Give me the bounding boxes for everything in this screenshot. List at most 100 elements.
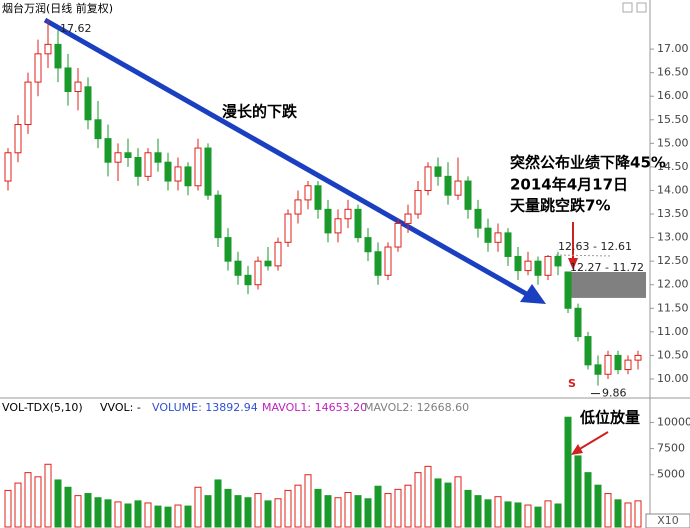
- candle-body: [4, 152, 12, 182]
- legend-entry: MAVOL1: 14653.20: [262, 401, 367, 414]
- volume-bar: [44, 463, 52, 528]
- volume-bar: [54, 479, 62, 528]
- window-button[interactable]: [636, 2, 647, 13]
- candle-body: [624, 359, 632, 371]
- volume-bar: [14, 482, 22, 528]
- volume-bar: [574, 455, 582, 528]
- candle-body: [634, 354, 642, 361]
- y-tick-label: 14.50: [657, 160, 689, 173]
- y-tick-label: 11.00: [657, 325, 689, 338]
- volume-bar: [304, 474, 312, 528]
- chart-title: 烟台万润(日线 前复权): [2, 1, 113, 15]
- gap-box: [566, 272, 646, 298]
- volume-bar: [334, 497, 342, 528]
- y-tick-label: 13.00: [657, 231, 689, 244]
- volume-bar: [544, 500, 552, 528]
- candle-body: [274, 241, 282, 267]
- volume-bar: [104, 499, 112, 528]
- volume-bar: [114, 501, 122, 528]
- candle-body: [424, 166, 432, 191]
- candle-body: [64, 67, 72, 93]
- candle-body: [514, 255, 522, 272]
- annotation: 低位放量: [579, 409, 640, 427]
- candle-body: [574, 307, 582, 338]
- volume-bar: [604, 493, 612, 528]
- candle-body: [374, 251, 382, 276]
- trend-arrow: [43, 17, 532, 299]
- volume-bar: [414, 472, 422, 528]
- volume-bar: [554, 503, 562, 528]
- candle-body: [594, 364, 602, 375]
- candle-body: [134, 156, 142, 177]
- candle-body: [454, 180, 462, 196]
- volume-bar: [24, 472, 32, 528]
- volume-bar: [74, 495, 82, 528]
- candle-body: [224, 237, 232, 262]
- candle-body: [174, 166, 182, 182]
- red-arrow-head: [571, 444, 583, 455]
- volume-bar: [464, 489, 472, 528]
- candle-body: [614, 354, 622, 371]
- volume-bar: [374, 485, 382, 528]
- y-tick-label: 10.00: [657, 372, 689, 385]
- candle-body: [24, 81, 32, 126]
- candle-body: [244, 274, 252, 286]
- scale-label: X10: [657, 514, 679, 527]
- annotation: 天量跳空跌7%: [510, 197, 610, 215]
- volume-bar: [234, 495, 242, 528]
- volume-bar: [364, 498, 372, 528]
- volume-bar: [424, 465, 432, 528]
- y-tick-label: 12.50: [657, 254, 689, 267]
- gap-label: 12.27 - 11.72: [570, 261, 644, 274]
- annotation: 漫长的下跌: [222, 103, 298, 121]
- candle-body: [184, 166, 192, 187]
- y-tick-label: 17.00: [657, 42, 689, 55]
- y-tick-label: 10.50: [657, 348, 689, 361]
- y-tick-label: 12.00: [657, 278, 689, 291]
- candle-body: [494, 232, 502, 243]
- candle-body: [564, 271, 572, 309]
- candle-body: [544, 255, 552, 276]
- volume-bar: [474, 495, 482, 528]
- candle-body: [154, 152, 162, 163]
- candle-body: [584, 336, 592, 366]
- candle-body: [334, 218, 342, 234]
- volume-bar: [204, 495, 212, 528]
- volume-bar: [254, 493, 262, 528]
- window-button[interactable]: [622, 2, 633, 13]
- candle-body: [554, 255, 562, 267]
- annotation: 2014年4月17日: [510, 176, 628, 194]
- legend-entry: VOLUME: 13892.94: [152, 401, 258, 414]
- candle-body: [14, 124, 22, 154]
- legend-entry: MAVOL2: 12668.60: [364, 401, 469, 414]
- trend-arrow-head: [520, 284, 546, 304]
- volume-bar: [164, 506, 172, 528]
- volume-bar: [394, 488, 402, 528]
- candle-body: [294, 199, 302, 215]
- volume-bar: [584, 472, 592, 528]
- y-tick-label: 10000: [657, 415, 690, 428]
- y-tick-label: 5000: [657, 468, 685, 481]
- volume-bar: [224, 488, 232, 528]
- candle-body: [264, 260, 272, 267]
- candle-body: [404, 213, 412, 224]
- candle-body: [164, 161, 172, 182]
- high-label: 17.62: [60, 22, 92, 35]
- candle-body: [324, 208, 332, 234]
- volume-bar: [504, 501, 512, 528]
- volume-bar: [324, 495, 332, 528]
- volume-bar: [264, 500, 272, 528]
- volume-bar: [64, 486, 72, 528]
- y-tick-label: 13.50: [657, 207, 689, 220]
- candle-body: [194, 147, 202, 187]
- candle-body: [84, 86, 92, 121]
- volume-bar: [634, 500, 642, 528]
- volume-bar: [484, 499, 492, 528]
- volume-bar: [354, 495, 362, 528]
- candle-body: [74, 81, 82, 93]
- candle-body: [474, 208, 482, 229]
- volume-bar: [184, 505, 192, 528]
- volume-bar: [274, 498, 282, 528]
- candle-body: [484, 227, 492, 243]
- candle-body: [314, 185, 322, 210]
